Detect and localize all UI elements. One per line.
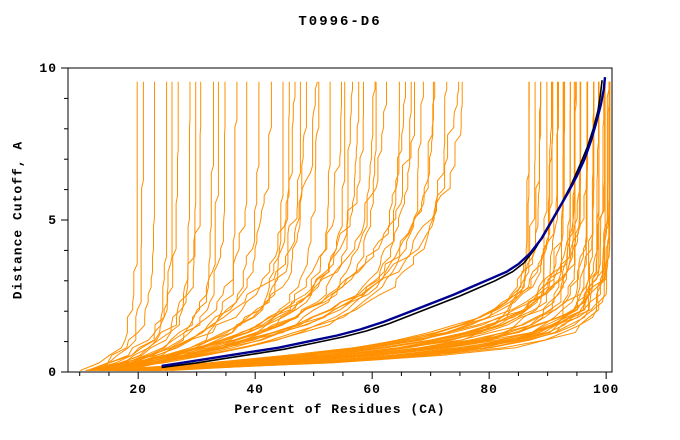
x-axis-label: Percent of Residues (CA) [234, 402, 446, 417]
prediction-curve [89, 81, 424, 371]
x-tick-label: 40 [246, 382, 264, 397]
best-model-navy-curve [161, 76, 607, 368]
prediction-curve [126, 81, 415, 371]
prediction-curve [101, 81, 272, 371]
prediction-curve [88, 81, 173, 371]
prediction-curve [114, 81, 376, 371]
prediction-curve [114, 81, 318, 371]
prediction-curve [89, 81, 144, 371]
prediction-curve [102, 81, 202, 371]
prediction-curve [116, 81, 558, 371]
prediction-curve [102, 81, 346, 371]
prediction-curve [101, 81, 320, 371]
prediction-curve [98, 81, 448, 371]
prediction-curve [127, 81, 571, 371]
prediction-curve [86, 81, 406, 371]
prediction-curve [147, 81, 600, 371]
prediction-curve [93, 81, 290, 371]
prediction-curve [92, 81, 360, 371]
prediction-curve [118, 81, 575, 371]
x-tick-label: 100 [593, 382, 619, 397]
prediction-curve [130, 81, 577, 371]
prediction-curve [123, 81, 530, 371]
prediction-curve [122, 81, 434, 371]
prediction-curve [113, 81, 364, 371]
axis-ticks [61, 67, 607, 379]
x-tick-label: 20 [129, 382, 147, 397]
prediction-curve [106, 81, 301, 371]
prediction-curve [109, 81, 565, 371]
prediction-curve [105, 81, 248, 371]
prediction-curve [99, 81, 331, 371]
prediction-curve [108, 81, 460, 371]
chart-title: T0996-D6 [298, 14, 382, 30]
prediction-curves [80, 81, 611, 371]
tick-labels: 20 40 60 80 100 0 5 10 [39, 61, 619, 397]
x-tick-label: 60 [363, 382, 381, 397]
prediction-curve [117, 81, 610, 371]
x-tick-label: 80 [480, 382, 498, 397]
reference-black-curve [161, 80, 603, 369]
prediction-curve [95, 81, 436, 371]
plot-frame [67, 67, 613, 373]
prediction-curve [90, 81, 214, 371]
prediction-curve [92, 81, 353, 371]
prediction-curve [90, 81, 191, 371]
prediction-curve [101, 81, 581, 371]
prediction-curve [87, 81, 155, 371]
y-tick-label: 5 [48, 213, 57, 228]
prediction-curve [127, 81, 542, 371]
prediction-curve [80, 81, 138, 371]
prediction-curve [131, 81, 571, 371]
prediction-curve [122, 81, 606, 371]
y-tick-label: 0 [48, 365, 57, 380]
y-tick-label: 10 [39, 61, 57, 76]
prediction-curve [85, 81, 284, 371]
prediction-curve [107, 81, 219, 371]
prediction-curve [127, 81, 548, 371]
prediction-curve [113, 81, 542, 371]
prediction-curve [89, 81, 260, 371]
prediction-curve [137, 81, 577, 371]
prediction-curve [86, 81, 168, 371]
prediction-curve [100, 81, 197, 371]
prediction-curve [97, 81, 179, 371]
prediction-curve [164, 81, 611, 371]
prediction-curve [102, 81, 400, 371]
prediction-curve [106, 81, 377, 371]
